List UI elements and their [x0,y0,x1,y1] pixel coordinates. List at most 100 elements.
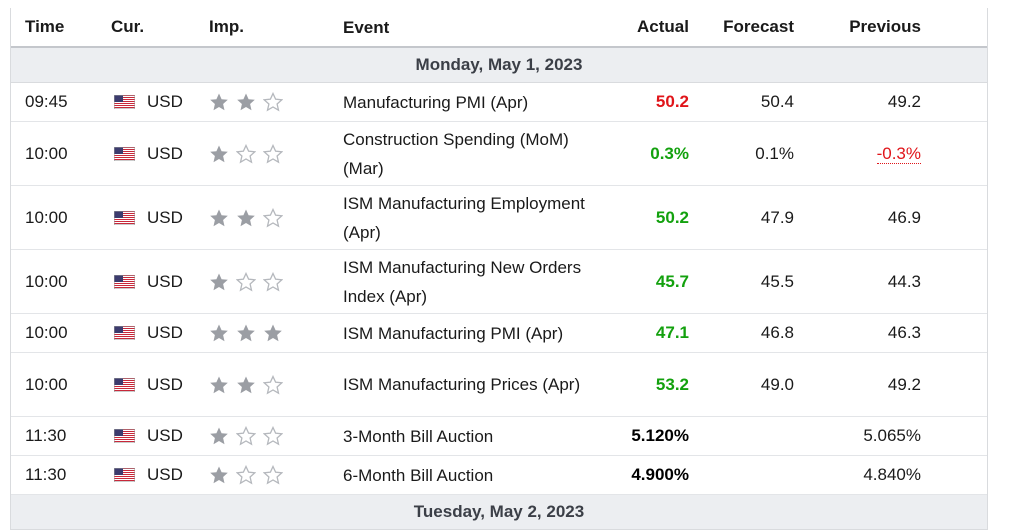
currency-code: USD [147,207,183,227]
previous-value-text: 5.065% [863,426,921,445]
table-header: Time Cur. Imp. Event Actual Forecast Pre… [11,8,987,48]
star-filled-icon [210,324,228,342]
previous-value-text: 49.2 [887,374,921,394]
event-row[interactable]: 10:00 USD Construction Spending (MoM) (Mar… [11,122,987,186]
previous-value: 49.2 [794,375,921,395]
us-flag-icon [114,95,135,109]
star-empty-icon [236,426,256,446]
importance-stars [209,374,343,395]
event-row[interactable]: 10:00 USD ISM Manufacturing Employment (Ap… [11,186,987,250]
event-row[interactable]: 10:00 USD ISM Manufacturing New Orders Ind… [11,250,987,314]
previous-value-text: 44.3 [887,271,921,291]
actual-value: 50.2 [655,207,689,227]
event-name-link[interactable]: ISM Manufacturing PMI (Apr) [343,323,564,343]
previous-value: 44.3 [794,272,921,292]
event-row[interactable]: 09:45 USD Manufacturing PMI (Apr) 50.2 50.4 4… [11,83,987,122]
event-name-link[interactable]: Construction Spending (MoM) (Mar) [343,129,569,178]
previous-value-text: 46.3 [887,323,921,342]
currency-code: USD [147,426,183,445]
forecast-value: 50.4 [760,92,794,111]
event-row[interactable]: 10:00 USD ISM Manufacturing Prices (Apr) 53… [11,353,987,417]
actual-value: 4.900% [631,465,689,484]
event-time: 10:00 [25,374,68,394]
importance-stars [209,92,343,112]
event-time: 10:00 [25,271,68,291]
star-filled-icon [237,324,255,342]
previous-value-text[interactable]: -0.3% [876,143,921,164]
event-row[interactable]: 11:30 USD 3-Month Bill Auction 5.120% 5.065% [11,417,987,456]
event-currency: USD [111,465,209,485]
table-body: Monday, May 1, 2023 09:45 USD Manufacturing… [11,48,987,530]
currency-code: USD [147,143,183,163]
importance-stars [209,143,343,164]
us-flag-icon [114,429,135,443]
actual-value: 45.7 [655,271,689,291]
forecast-value: 46.8 [760,323,794,342]
star-filled-icon [237,93,255,111]
star-filled-icon [237,209,255,226]
importance-stars [209,323,343,343]
event-row[interactable]: 10:00 USD ISM Manufacturing PMI (Apr) 47.1 4… [11,314,987,353]
header-time[interactable]: Time [25,17,65,36]
previous-value: 46.3 [794,323,921,343]
star-empty-icon [263,271,283,292]
star-filled-icon [210,466,228,484]
currency-code: USD [147,271,183,291]
event-name-link[interactable]: ISM Manufacturing Prices (Apr) [343,375,581,394]
star-filled-icon [237,376,255,393]
header-actual[interactable]: Actual [637,17,689,36]
event-name-link[interactable]: ISM Manufacturing Employment (Apr) [343,193,585,242]
star-empty-icon [263,465,283,485]
event-time: 10:00 [25,143,68,163]
us-flag-icon [114,146,135,161]
event-row[interactable]: 11:30 USD 6-Month Bill Auction 4.900% 4.840% [11,456,987,495]
forecast-value: 49.0 [760,374,794,394]
event-name-link[interactable]: 3-Month Bill Auction [343,426,494,446]
actual-value: 47.1 [655,323,689,342]
currency-code: USD [147,465,183,484]
star-filled-icon [210,93,228,111]
event-time: 11:30 [25,426,67,445]
star-empty-icon [263,374,283,395]
star-filled-icon [210,145,228,162]
importance-stars [209,465,343,485]
currency-code: USD [147,323,183,342]
header-previous[interactable]: Previous [849,17,921,36]
star-empty-icon [236,271,256,292]
actual-value: 5.120% [631,426,689,445]
actual-value: 50.2 [655,92,689,111]
previous-value: 5.065% [794,426,921,446]
event-currency: USD [111,272,209,292]
star-empty-icon [263,92,283,112]
header-importance[interactable]: Imp. [209,17,244,36]
date-header: Tuesday, May 2, 2023 [11,495,987,530]
star-filled-icon [210,376,228,393]
header-event[interactable]: Event [343,17,390,37]
star-filled-icon [210,273,228,290]
importance-stars [209,426,343,446]
event-name-link[interactable]: 6-Month Bill Auction [343,465,494,485]
event-currency: USD [111,144,209,164]
actual-value: 0.3% [650,143,689,163]
header-currency[interactable]: Cur. [111,17,145,36]
importance-stars [209,271,343,292]
forecast-value: 45.5 [760,271,794,291]
us-flag-icon [114,468,135,482]
header-forecast[interactable]: Forecast [723,17,794,36]
previous-value: -0.3% [794,143,921,164]
us-flag-icon [114,274,135,289]
event-name-link[interactable]: ISM Manufacturing New Orders Index (Apr) [343,257,582,306]
currency-code: USD [147,374,183,394]
star-filled-icon [210,209,228,226]
previous-value: 49.2 [794,92,921,112]
star-filled-icon [210,427,228,445]
us-flag-icon [114,377,135,392]
forecast-value: 0.1% [755,143,794,163]
economic-calendar-table: Time Cur. Imp. Event Actual Forecast Pre… [10,8,988,530]
us-flag-icon [114,326,135,340]
event-currency: USD [111,92,209,112]
event-time: 10:00 [25,207,68,227]
currency-code: USD [147,92,183,111]
event-currency: USD [111,323,209,343]
event-name-link[interactable]: Manufacturing PMI (Apr) [343,92,529,112]
